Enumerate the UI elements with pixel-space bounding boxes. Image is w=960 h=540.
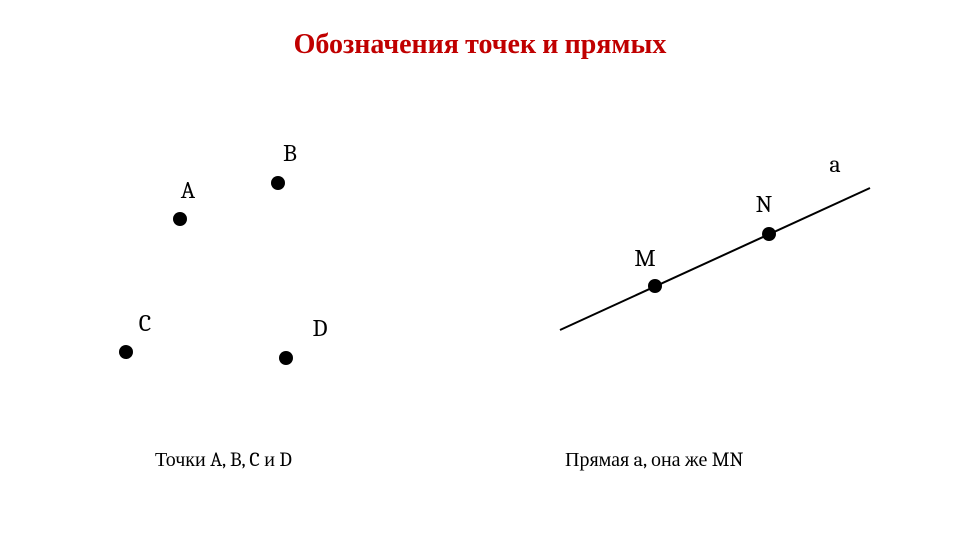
point-label-C: C (139, 309, 151, 337)
point-C (119, 345, 133, 359)
point-label-D: D (313, 314, 328, 342)
point-label-M: M (634, 244, 655, 272)
caption-left: Точки A, B, C и D (155, 448, 292, 472)
point-M (648, 279, 662, 293)
line-label-a: a (829, 150, 840, 178)
point-A (173, 212, 187, 226)
point-N (762, 227, 776, 241)
caption-right: Прямая a, она же MN (565, 448, 743, 472)
point-label-B: B (283, 139, 297, 167)
point-label-N: N (756, 190, 773, 218)
point-label-A: A (181, 176, 195, 204)
line-a (560, 188, 870, 330)
point-B (271, 176, 285, 190)
point-D (279, 351, 293, 365)
diagram-svg (0, 0, 960, 540)
